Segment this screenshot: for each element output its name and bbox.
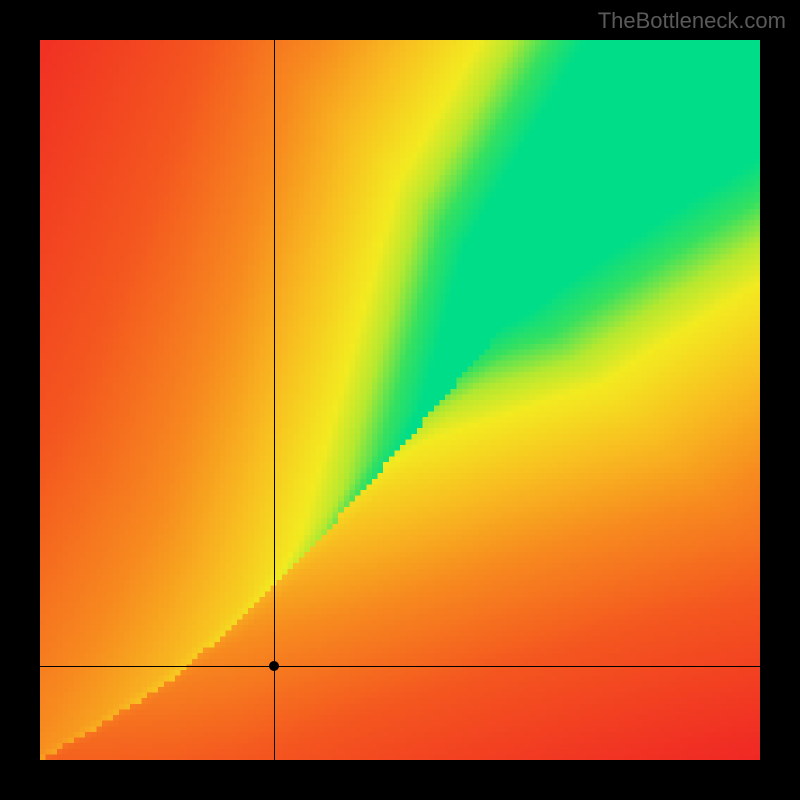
crosshair-vertical [274,40,275,760]
crosshair-horizontal [40,666,760,667]
crosshair-point [269,661,279,671]
watermark-text: TheBottleneck.com [598,8,786,34]
heatmap-plot [40,40,760,760]
heatmap-canvas [40,40,760,760]
